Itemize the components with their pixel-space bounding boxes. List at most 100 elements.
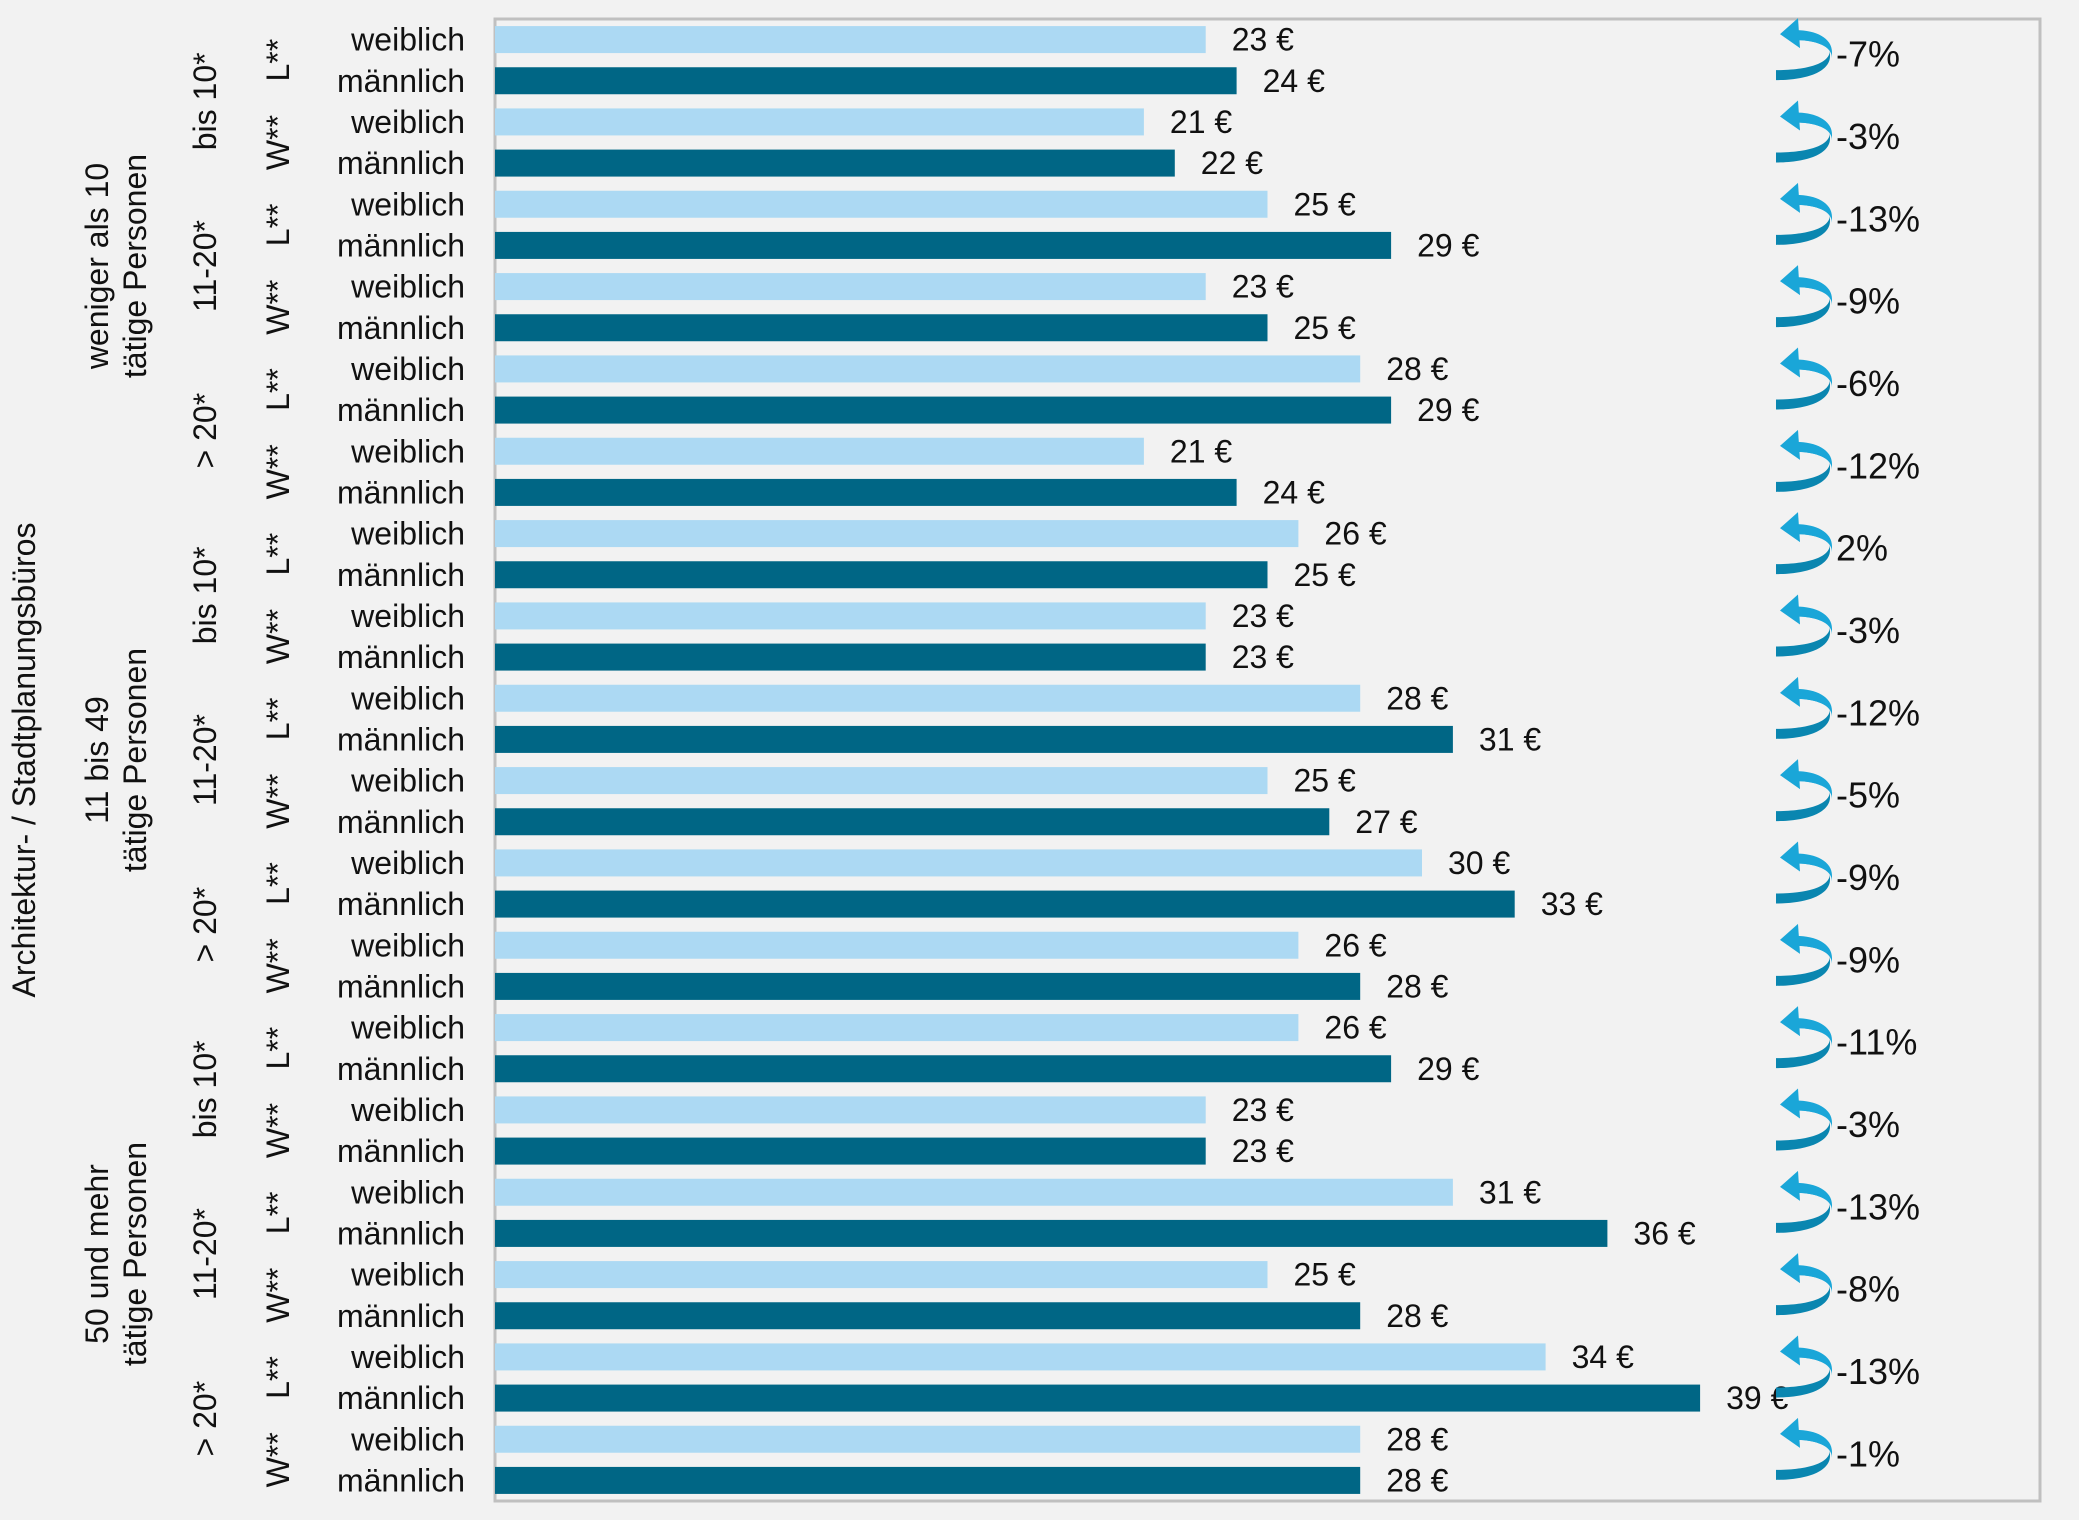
- gender-label: weiblich: [350, 104, 465, 140]
- bar-female: [495, 1014, 1299, 1042]
- company-size-label-line2: tätige Personen: [117, 1142, 153, 1366]
- arrow-upper-fill: [1796, 1429, 1832, 1458]
- pay-gap-percent: -8%: [1836, 1269, 1900, 1310]
- experience-label: > 20*: [187, 393, 223, 469]
- arrow-head: [1780, 429, 1800, 460]
- bar-female: [495, 931, 1299, 959]
- bar-value-label: 31 €: [1479, 1174, 1541, 1210]
- arrow-head: [1780, 841, 1800, 872]
- arrow-upper-fill: [1796, 1100, 1832, 1129]
- arrow-lower-band: [1776, 132, 1830, 163]
- gender-label: männlich: [337, 1051, 465, 1087]
- arrow-head: [1780, 759, 1800, 790]
- bar-male: [495, 561, 1268, 589]
- gender-label: männlich: [337, 1380, 465, 1416]
- bar-value-label: 29 €: [1417, 1051, 1479, 1087]
- bar-male: [495, 972, 1361, 1000]
- curved-arrow-icon: [1776, 512, 1832, 575]
- arrow-upper-fill: [1796, 1265, 1832, 1294]
- arrow-head: [1780, 676, 1800, 707]
- pay-gap-percent: -9%: [1836, 281, 1900, 322]
- plot-frame: [493, 17, 2042, 1503]
- experience-label: > 20*: [187, 887, 223, 963]
- bar-female: [495, 108, 1144, 136]
- bar-male: [495, 643, 1206, 671]
- experience-label: 11-20*: [187, 1208, 223, 1300]
- company-size-label-line1: weniger als 10: [79, 163, 115, 370]
- pay-gap-percent: -9%: [1836, 939, 1900, 980]
- bar-female: [495, 437, 1144, 465]
- bar-female: [495, 1178, 1453, 1206]
- arrow-lower-band: [1776, 1202, 1830, 1233]
- bar-female: [495, 1261, 1268, 1289]
- type-label: L**: [260, 533, 296, 576]
- arrow-head: [1780, 265, 1800, 296]
- arrow-lower-band: [1776, 626, 1830, 657]
- gender-label: weiblich: [350, 1010, 465, 1046]
- arrow-lower-band: [1776, 1285, 1830, 1316]
- bar-value-label: 26 €: [1324, 516, 1386, 552]
- arrow-lower-band: [1776, 873, 1830, 904]
- gender-label: männlich: [337, 557, 465, 593]
- bar-male: [495, 890, 1515, 918]
- gender-label: männlich: [337, 227, 465, 263]
- arrow-upper-fill: [1796, 606, 1832, 635]
- bar-male: [495, 231, 1392, 259]
- type-label: L**: [260, 1356, 296, 1399]
- bar-male: [495, 725, 1453, 753]
- experience-label: bis 10*: [187, 1040, 223, 1138]
- gender-label: männlich: [337, 392, 465, 428]
- arrow-head: [1780, 1088, 1800, 1119]
- curved-arrow-icon: [1776, 1253, 1832, 1316]
- bar-female: [495, 684, 1361, 712]
- pay-gap-percent: -3%: [1836, 610, 1900, 651]
- arrow-lower-band: [1776, 50, 1830, 81]
- bar-value-label: 39 €: [1726, 1380, 1788, 1416]
- bar-value-label: 28 €: [1386, 1421, 1448, 1457]
- bar-value-label: 29 €: [1417, 227, 1479, 263]
- arrow-upper-fill: [1796, 1182, 1832, 1211]
- arrow-upper-fill: [1796, 441, 1832, 470]
- arrow-lower-band: [1776, 379, 1830, 410]
- experience-label: bis 10*: [187, 52, 223, 150]
- bar-value-label: 23 €: [1232, 639, 1294, 675]
- pay-gap-percent: 2%: [1836, 528, 1888, 569]
- gender-label: weiblich: [350, 351, 465, 387]
- arrow-lower-band: [1776, 297, 1830, 328]
- bar-male: [495, 1384, 1701, 1412]
- bar-value-label: 26 €: [1324, 1010, 1386, 1046]
- gender-label: weiblich: [350, 680, 465, 716]
- arrow-lower-band: [1776, 791, 1830, 822]
- type-label: L**: [260, 368, 296, 411]
- experience-label: 11-20*: [187, 220, 223, 312]
- type-label: L**: [260, 697, 296, 740]
- curved-arrow-icon: [1776, 347, 1832, 410]
- bar-value-label: 28 €: [1386, 680, 1448, 716]
- gender-label: männlich: [337, 1133, 465, 1169]
- arrow-head: [1780, 923, 1800, 954]
- bar-female: [495, 767, 1268, 795]
- arrow-upper-fill: [1796, 30, 1832, 59]
- arrow-head: [1780, 1006, 1800, 1037]
- gender-label: männlich: [337, 474, 465, 510]
- curved-arrow-icon: [1776, 841, 1832, 904]
- bar-value-label: 34 €: [1572, 1339, 1634, 1375]
- bar-male: [495, 314, 1268, 342]
- arrow-upper-fill: [1796, 1347, 1832, 1376]
- bar-value-label: 25 €: [1294, 310, 1356, 346]
- type-label: W**: [260, 1268, 296, 1323]
- type-label: W**: [260, 280, 296, 335]
- bar-value-label: 22 €: [1201, 145, 1263, 181]
- bar-value-label: 25 €: [1294, 186, 1356, 222]
- curved-arrow-icon: [1776, 923, 1832, 986]
- type-label: W**: [260, 1103, 296, 1158]
- arrow-head: [1780, 594, 1800, 625]
- bar-male: [495, 1219, 1608, 1247]
- type-label: W**: [260, 115, 296, 170]
- experience-label: > 20*: [187, 1381, 223, 1457]
- type-label: L**: [260, 203, 296, 246]
- gender-label: weiblich: [350, 433, 465, 469]
- bar-value-label: 23 €: [1232, 269, 1294, 305]
- curved-arrow-icon: [1776, 1088, 1832, 1151]
